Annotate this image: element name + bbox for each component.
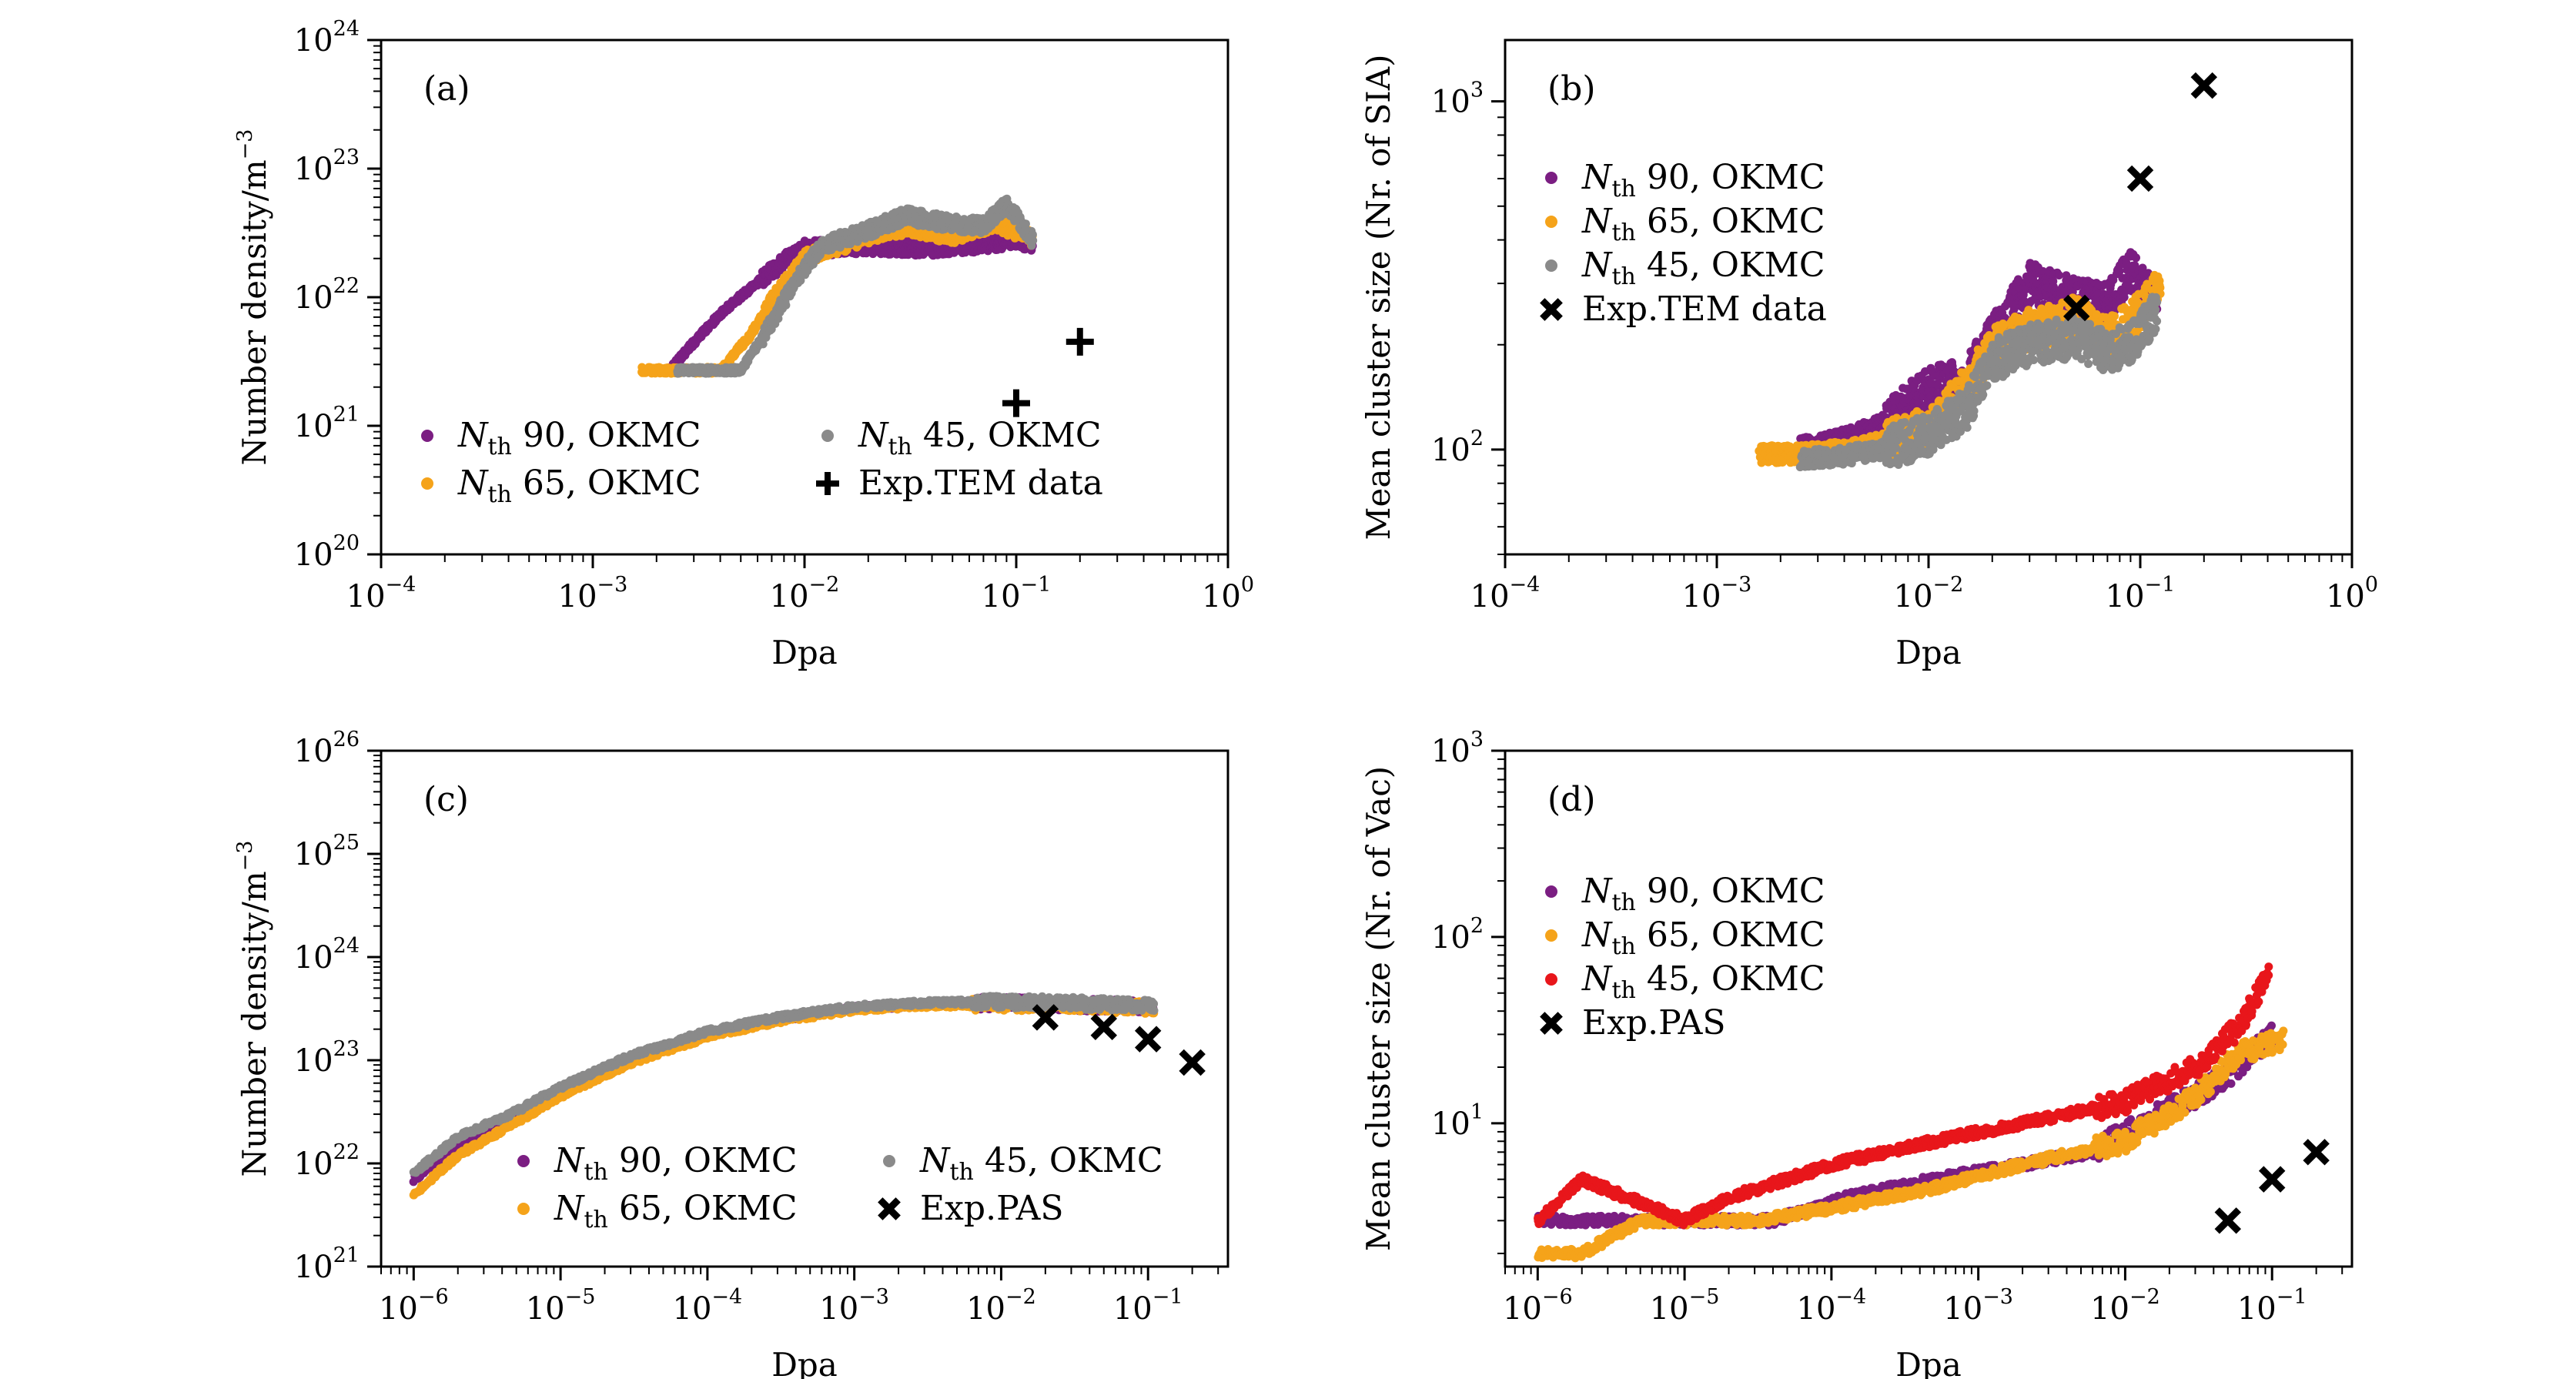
data-point [1015,213,1025,222]
panel-a: 10−4 10−3 10−2 10−1 100 1020 1021 1022 1023 1024 D… [233,17,1254,671]
exp-series-a [1002,327,1094,417]
y-tick-label: 1020 [294,531,360,573]
y-tick-label: 1022 [294,274,360,316]
legend-a: Nth 90, OKMC Nth 45, OKMC Nth 65, OKMC Exp.… [421,416,1103,508]
minor-ticks-a [373,45,1219,562]
legend-label: Nth 90, OKMC [457,416,701,460]
legend-label: Nth 65, OKMC [457,464,701,508]
data-point [758,340,768,349]
data-point [1969,411,1979,420]
data-point [2155,281,2164,290]
legend-marker [821,430,834,442]
data-point [1029,236,1038,245]
y-axis-label: Number density/m−3 [233,129,273,466]
data-point [2055,271,2063,279]
legend-marker [421,430,433,442]
x-tick-label: 10−2 [770,573,840,614]
x-tick-label: 10−1 [982,573,1052,614]
x-axis-label: Dpa [771,634,838,671]
series-a-2 [673,194,1038,378]
exp-point [1066,327,1094,356]
legend-item: Exp.TEM data [816,464,1103,503]
exp-point [1002,389,1030,417]
legend-item: Nth 45, OKMC [821,416,1102,460]
legend-label: Nth 45, OKMC [858,416,1102,460]
data-point [815,251,824,260]
legend-label: Exp.TEM data [858,464,1103,503]
y-tick-label: 1021 [294,403,360,444]
y-tick-label: 1024 [294,17,360,59]
data-point [761,333,771,342]
x-tick-label: 10−4 [346,573,417,614]
data-point [781,300,791,310]
data-point [1021,219,1030,229]
legend-marker [421,477,433,490]
data-point [2132,253,2140,263]
data-point [2110,312,2119,321]
legend-marker [816,472,839,495]
legend-item: Nth 90, OKMC [421,416,701,460]
x-tick-label: 100 [1202,573,1254,614]
data-point [796,276,805,285]
data-point [1028,230,1037,239]
legend-item: Nth 65, OKMC [421,464,701,508]
y-tick-label: 1023 [294,146,360,187]
plot-area-a [637,194,1038,378]
plot-area-b [1755,248,2165,472]
data-point [1962,423,1972,432]
x-tick-label: 10−3 [558,573,628,614]
panel-label-a: (a) [423,69,470,109]
